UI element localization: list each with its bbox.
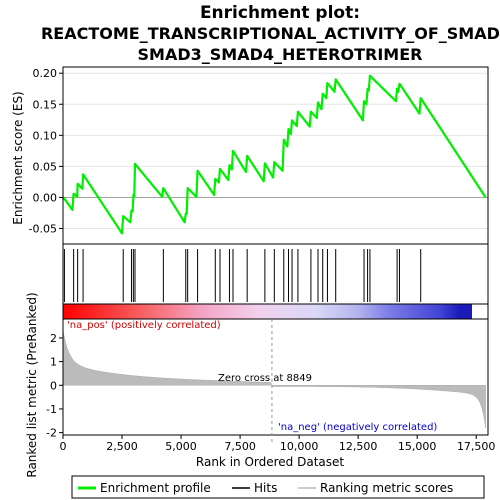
rank-color-bar [63, 304, 472, 319]
chart-title-line2: REACTOME_TRANSCRIPTIONAL_ACTIVITY_OF_SMA… [41, 24, 500, 43]
metric-axis-label: Ranked list metric (PreRanked) [25, 292, 39, 477]
es-tick-label: 0.00 [33, 191, 58, 204]
hits-panel [63, 244, 488, 304]
x-tick-label: 5,000 [165, 440, 197, 453]
metric-tick-label: 1 [50, 356, 57, 369]
x-tick-label: 10,000 [280, 440, 319, 453]
enrichment-profile-line [62, 74, 487, 235]
es-tick-label: 0.05 [33, 160, 58, 173]
metric-tick-label: 0 [50, 379, 57, 392]
es-axis-label: Enrichment score (ES) [11, 91, 25, 224]
metric-tick-label: 2 [50, 332, 57, 345]
legend-label-metric: Ranking metric scores [320, 481, 453, 495]
es-tick-label: -0.05 [29, 222, 57, 235]
ranking-metric-area [62, 330, 486, 428]
es-tick-label: 0.10 [33, 129, 58, 142]
legend-box [71, 475, 485, 499]
metric-tick-label: -2 [46, 427, 57, 440]
chart-title-line1: Enrichment plot: [200, 3, 360, 23]
x-tick-label: 12,500 [339, 440, 378, 453]
es-tick-label: 0.15 [33, 98, 58, 111]
chart-title-line3: SMAD3_SMAD4_HETEROTRIMER [138, 45, 423, 64]
legend-label-hits: Hits [254, 481, 277, 495]
metric-tick-label: -1 [46, 403, 57, 416]
zero-cross-label: Zero cross at 8849 [218, 373, 312, 384]
es-tick-label: 0.20 [33, 67, 58, 80]
x-tick-label: 0 [60, 440, 67, 453]
x-axis-label: Rank in Ordered Dataset [196, 455, 344, 469]
x-tick-label: 17,500 [457, 440, 496, 453]
x-tick-label: 15,000 [398, 440, 437, 453]
es-panel [63, 67, 488, 244]
x-tick-label: 7,500 [224, 440, 256, 453]
pos-label: 'na_pos' (positively correlated) [67, 320, 221, 331]
legend-label-enrichment: Enrichment profile [100, 481, 211, 495]
neg-label: 'na_neg' (negatively correlated) [278, 422, 437, 433]
x-tick-label: 2,500 [106, 440, 138, 453]
